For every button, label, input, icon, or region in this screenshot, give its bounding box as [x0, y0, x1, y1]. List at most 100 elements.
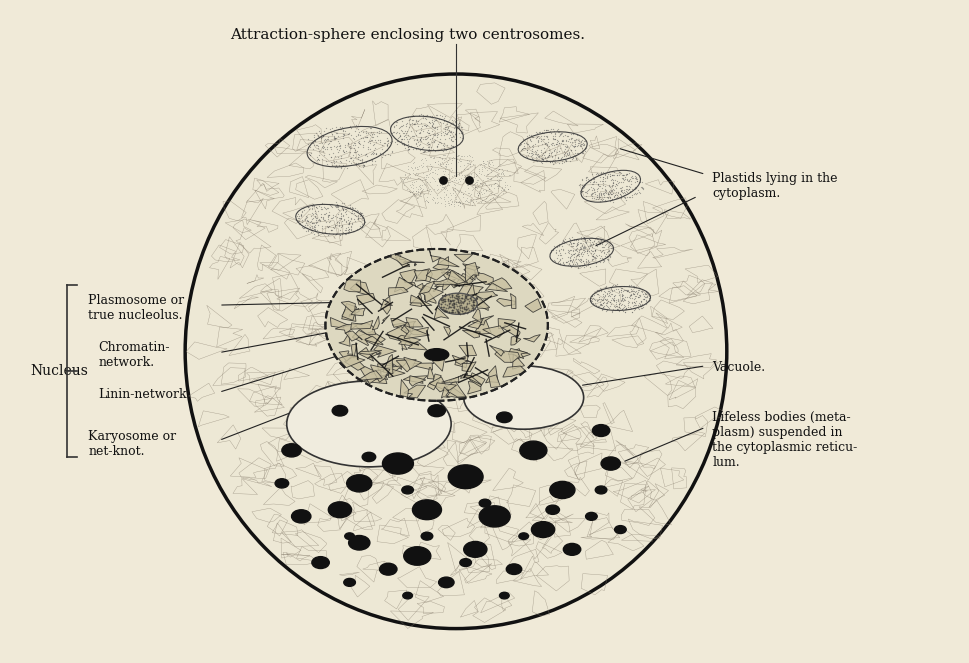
Point — [332, 212, 348, 223]
Point — [454, 189, 470, 200]
Point — [466, 299, 482, 310]
Point — [458, 301, 474, 312]
Point — [591, 170, 607, 181]
Point — [610, 302, 626, 313]
Point — [466, 178, 482, 189]
Point — [534, 154, 549, 164]
Point — [435, 181, 451, 192]
Point — [440, 198, 455, 209]
Point — [552, 153, 568, 164]
Point — [335, 129, 351, 140]
Point — [348, 210, 363, 221]
Polygon shape — [437, 259, 459, 267]
Polygon shape — [420, 285, 443, 302]
Point — [297, 213, 312, 224]
Point — [427, 114, 443, 125]
Point — [443, 296, 458, 306]
Point — [333, 215, 349, 226]
Point — [549, 127, 565, 138]
Point — [318, 123, 333, 133]
Point — [335, 204, 351, 214]
Point — [422, 168, 437, 179]
Point — [593, 190, 609, 201]
Point — [479, 172, 494, 183]
Point — [334, 219, 350, 230]
Point — [429, 159, 445, 170]
Point — [538, 138, 553, 149]
Point — [571, 141, 586, 151]
Point — [547, 139, 563, 149]
Point — [391, 131, 407, 141]
Point — [613, 290, 629, 301]
Polygon shape — [455, 274, 473, 286]
Point — [597, 168, 612, 179]
Point — [563, 134, 578, 145]
Point — [624, 190, 640, 200]
Point — [300, 134, 316, 145]
Point — [574, 186, 589, 196]
Point — [467, 295, 483, 306]
Point — [399, 161, 415, 172]
Point — [413, 125, 428, 136]
Point — [602, 171, 617, 182]
Point — [626, 285, 641, 296]
Point — [395, 128, 411, 139]
Point — [531, 127, 547, 138]
Point — [393, 139, 409, 150]
Point — [536, 125, 551, 135]
Point — [627, 304, 642, 314]
Point — [321, 210, 336, 220]
Point — [592, 234, 608, 245]
Point — [553, 136, 569, 147]
Point — [397, 143, 413, 154]
Point — [596, 256, 611, 267]
Point — [429, 196, 445, 207]
Point — [533, 136, 548, 147]
Point — [472, 178, 487, 189]
Point — [350, 152, 365, 162]
Point — [534, 139, 549, 149]
Point — [579, 174, 595, 185]
Point — [628, 290, 643, 301]
Point — [321, 216, 336, 227]
Point — [436, 138, 452, 149]
Point — [335, 227, 351, 238]
Point — [449, 123, 464, 133]
Point — [340, 221, 356, 232]
Point — [574, 182, 589, 192]
Point — [303, 215, 319, 226]
Point — [350, 141, 365, 152]
Point — [416, 188, 431, 199]
Point — [610, 170, 626, 180]
Point — [610, 170, 625, 180]
Point — [346, 143, 361, 154]
Point — [344, 202, 359, 212]
Point — [321, 210, 336, 220]
Point — [564, 254, 579, 265]
Point — [362, 123, 378, 133]
Point — [429, 164, 445, 174]
Point — [558, 149, 574, 160]
Point — [393, 134, 409, 145]
Point — [415, 184, 430, 194]
Point — [494, 165, 510, 176]
Point — [448, 304, 463, 315]
Point — [451, 187, 466, 198]
Point — [459, 180, 475, 190]
Point — [574, 135, 589, 145]
Point — [444, 197, 459, 208]
Point — [553, 237, 569, 247]
Circle shape — [282, 444, 301, 457]
Point — [372, 127, 388, 137]
Point — [610, 192, 625, 203]
Point — [606, 296, 621, 306]
Point — [437, 184, 453, 194]
Point — [591, 192, 607, 202]
Point — [609, 301, 624, 312]
Point — [556, 238, 572, 249]
Point — [423, 137, 439, 147]
Point — [530, 149, 546, 159]
Point — [544, 138, 559, 149]
Point — [330, 152, 346, 162]
Point — [349, 223, 364, 234]
